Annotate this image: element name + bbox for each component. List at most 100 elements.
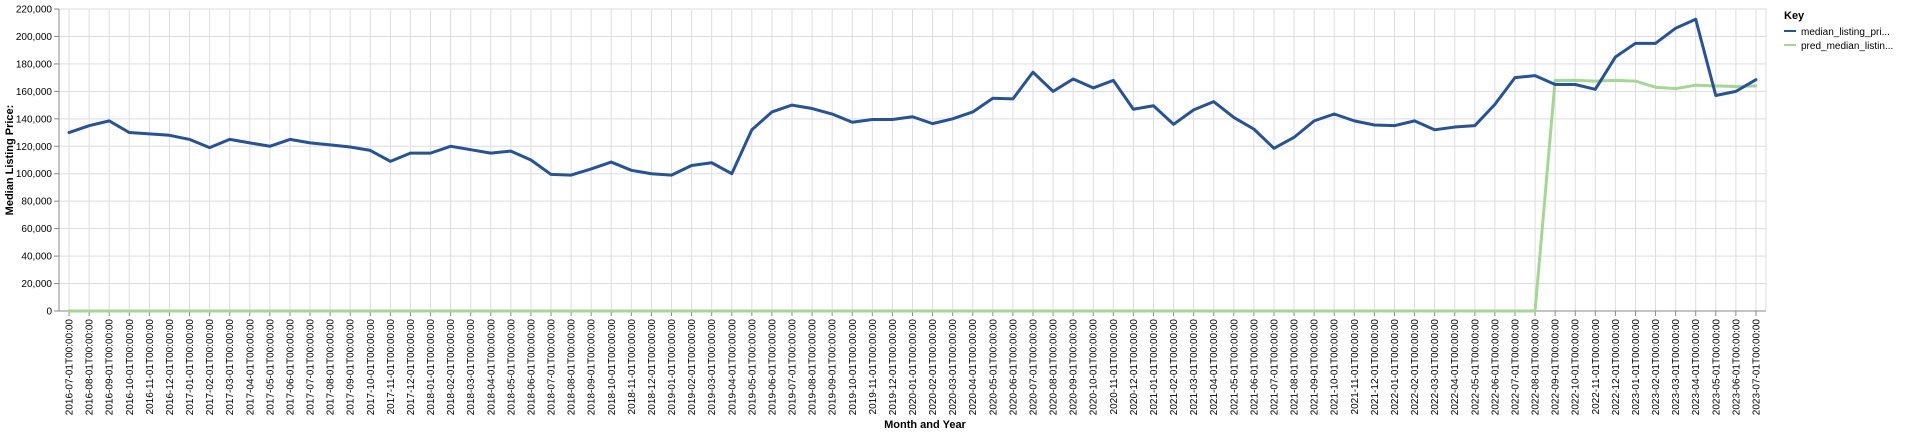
x-tick-label: 2017-06-01T00:00:00 [285,319,296,416]
x-tick-label: 2021-06-01T00:00:00 [1249,319,1260,416]
x-tick-label: 2019-12-01T00:00:00 [888,319,899,416]
x-tick-label: 2019-05-01T00:00:00 [747,319,758,416]
x-tick-label: 2021-04-01T00:00:00 [1209,319,1220,416]
x-axis: 2016-07-01T00:00:00 2016-08-01T00:00:00 20… [59,310,1766,416]
x-tick-label: 2017-11-01T00:00:00 [386,319,397,415]
x-tick-label: 2017-10-01T00:00:00 [366,319,377,416]
x-tick-label: 2018-09-01T00:00:00 [587,319,598,416]
x-tick-label: 2022-08-01T00:00:00 [1531,319,1542,416]
x-tick-label: 2021-02-01T00:00:00 [1169,319,1180,416]
x-tick-label: 2018-04-01T00:00:00 [486,319,497,416]
x-tick-label: 2020-06-01T00:00:00 [1008,319,1019,416]
x-tick-label: 2020-03-01T00:00:00 [948,319,959,416]
x-tick-label: 2020-09-01T00:00:00 [1069,319,1080,416]
y-axis-title: Median Listing Price: [4,105,16,216]
legend-title: Key [1784,10,1805,22]
x-tick-label: 2016-10-01T00:00:00 [125,319,136,416]
x-tick-label: 2020-08-01T00:00:00 [1049,319,1060,416]
legend-label-median-listing-price: median_listing_pri... [1801,27,1890,38]
series-line-median-listing-price [67,17,1758,177]
x-tick-label: 2023-02-01T00:00:00 [1651,319,1662,416]
y-tick-label: 220,000 [16,5,53,16]
x-tick-label: 2022-04-01T00:00:00 [1450,319,1461,416]
y-tick-label: 60,000 [21,224,52,235]
x-tick-label: 2021-01-01T00:00:00 [1149,319,1160,416]
x-tick-label: 2023-05-01T00:00:00 [1711,319,1722,416]
x-tick-label: 2023-06-01T00:00:00 [1731,319,1742,416]
y-axis: 0 20,000 40,000 60,000 80,000 100,000 120,000 1… [16,5,60,318]
y-tick-label: 160,000 [16,87,53,98]
x-tick-label: 2019-09-01T00:00:00 [828,319,839,416]
x-tick-label: 2022-06-01T00:00:00 [1490,319,1501,416]
x-tick-label: 2016-12-01T00:00:00 [165,319,176,416]
x-tick-label: 2018-08-01T00:00:00 [567,319,578,416]
x-tick-label: 2019-11-01T00:00:00 [868,319,879,415]
x-tick-label: 2019-02-01T00:00:00 [687,319,698,416]
x-tick-label: 2018-05-01T00:00:00 [506,319,517,416]
x-tick-label: 2018-02-01T00:00:00 [446,319,457,416]
x-tick-label: 2021-11-01T00:00:00 [1350,319,1361,415]
x-tick-label: 2022-01-01T00:00:00 [1390,319,1401,416]
x-tick-label: 2020-11-01T00:00:00 [1109,319,1120,415]
x-tick-label: 2018-11-01T00:00:00 [627,319,638,415]
x-tick-label: 2022-05-01T00:00:00 [1470,319,1481,416]
x-tick-label: 2022-10-01T00:00:00 [1571,319,1582,416]
x-tick-label: 2019-01-01T00:00:00 [667,319,678,416]
x-tick-label: 2021-09-01T00:00:00 [1310,319,1321,416]
x-tick-label: 2022-03-01T00:00:00 [1430,319,1441,416]
x-tick-label: 2017-03-01T00:00:00 [225,319,236,416]
x-tick-label: 2018-07-01T00:00:00 [547,319,558,416]
x-tick-label: 2020-12-01T00:00:00 [1129,319,1140,416]
x-tick-label: 2016-09-01T00:00:00 [105,319,116,416]
x-tick-label: 2021-08-01T00:00:00 [1290,319,1301,416]
x-tick-label: 2023-07-01T00:00:00 [1751,319,1762,416]
x-tick-label: 2020-10-01T00:00:00 [1089,319,1100,416]
y-tick-label: 20,000 [21,279,52,290]
x-tick-label: 2021-03-01T00:00:00 [1189,319,1200,416]
x-tick-label: 2022-12-01T00:00:00 [1611,319,1622,416]
x-tick-label: 2017-07-01T00:00:00 [306,319,317,416]
y-tick-label: 200,000 [16,32,53,43]
x-tick-label: 2018-06-01T00:00:00 [526,319,537,416]
x-tick-label: 2018-03-01T00:00:00 [466,319,477,416]
y-tick-label: 80,000 [21,197,52,208]
x-tick-label: 2021-12-01T00:00:00 [1370,319,1381,416]
x-tick-label: 2019-04-01T00:00:00 [727,319,738,416]
y-tick-label: 100,000 [16,169,53,180]
series-line-pred-median-listing-price [67,78,1758,313]
x-tick-label: 2022-02-01T00:00:00 [1410,319,1421,416]
x-tick-label: 2017-09-01T00:00:00 [346,319,357,416]
plot-area [67,17,1758,313]
x-tick-label: 2022-07-01T00:00:00 [1510,319,1521,416]
x-tick-label: 2021-05-01T00:00:00 [1229,319,1240,416]
y-tick-label: 40,000 [21,252,52,263]
x-tick-label: 2019-06-01T00:00:00 [767,319,778,416]
x-tick-label: 2019-07-01T00:00:00 [788,319,799,416]
x-tick-label: 2017-08-01T00:00:00 [326,319,337,416]
x-tick-label: 2018-12-01T00:00:00 [647,319,658,416]
x-tick-label: 2016-08-01T00:00:00 [85,319,96,416]
x-tick-label: 2022-09-01T00:00:00 [1551,319,1562,416]
x-tick-label: 2019-08-01T00:00:00 [808,319,819,416]
x-tick-label: 2020-07-01T00:00:00 [1028,319,1039,416]
x-tick-label: 2020-04-01T00:00:00 [968,319,979,416]
x-tick-label: 2021-07-01T00:00:00 [1269,319,1280,416]
x-tick-label: 2018-01-01T00:00:00 [426,319,437,416]
legend-label-pred-median-listing-price: pred_median_listin... [1801,41,1893,52]
x-tick-label: 2020-02-01T00:00:00 [928,319,939,416]
x-tick-label: 2022-11-01T00:00:00 [1591,319,1602,415]
x-tick-label: 2017-01-01T00:00:00 [185,319,196,416]
x-tick-label: 2018-10-01T00:00:00 [607,319,618,416]
x-tick-label: 2023-01-01T00:00:00 [1631,319,1642,416]
y-tick-label: 120,000 [16,142,53,153]
y-tick-label: 0 [46,307,52,318]
legend: Key median_listing_pri... pred_median_li… [1784,10,1893,52]
y-tick-label: 140,000 [16,114,53,125]
x-tick-label: 2017-12-01T00:00:00 [406,319,417,416]
x-tick-label: 2017-05-01T00:00:00 [265,319,276,416]
x-tick-label: 2019-03-01T00:00:00 [707,319,718,416]
x-tick-label: 2021-10-01T00:00:00 [1330,319,1341,416]
x-tick-label: 2016-07-01T00:00:00 [65,319,76,416]
x-tick-label: 2016-11-01T00:00:00 [145,319,156,415]
